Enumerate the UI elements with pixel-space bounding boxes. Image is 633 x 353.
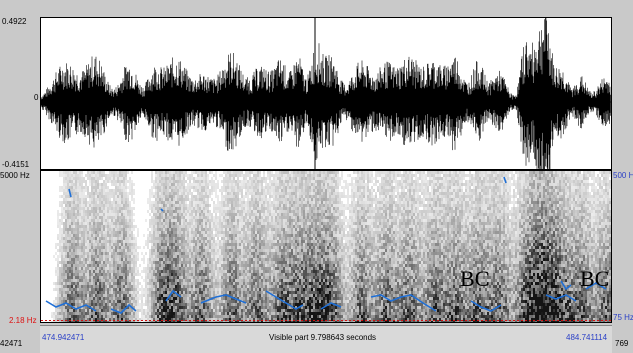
waveform-min-label: -0.4151 [2,160,29,169]
spectrogram-texture [51,171,611,322]
spectrogram-panel[interactable] [40,170,612,323]
start-time-label: 474.942471 [42,333,84,342]
visible-part-label: Visible part 9.798643 seconds [269,333,376,342]
right-sample-label: 769 [615,339,628,348]
pitch-top-label: 500 Hz [613,171,633,180]
annotation-bc-1: BC [460,266,489,292]
spectrogram-bottom-frequency-label: 2.18 Hz [9,316,37,325]
waveform-trace [41,18,611,169]
waveform-max-label: 0.4922 [2,17,26,26]
waveform-plot [41,18,611,169]
spectrogram-plot [41,171,611,322]
left-sample-label: 42471 [0,339,22,348]
waveform-panel[interactable] [40,17,612,170]
end-time-label: 484.741114 [566,333,607,342]
waveform-zero-label: 0 [34,93,38,102]
pitch-bottom-label: 75 Hz [613,313,633,322]
spectrogram-top-frequency-label: 5000 Hz [0,171,30,180]
annotation-bc-2: BC [580,266,609,292]
